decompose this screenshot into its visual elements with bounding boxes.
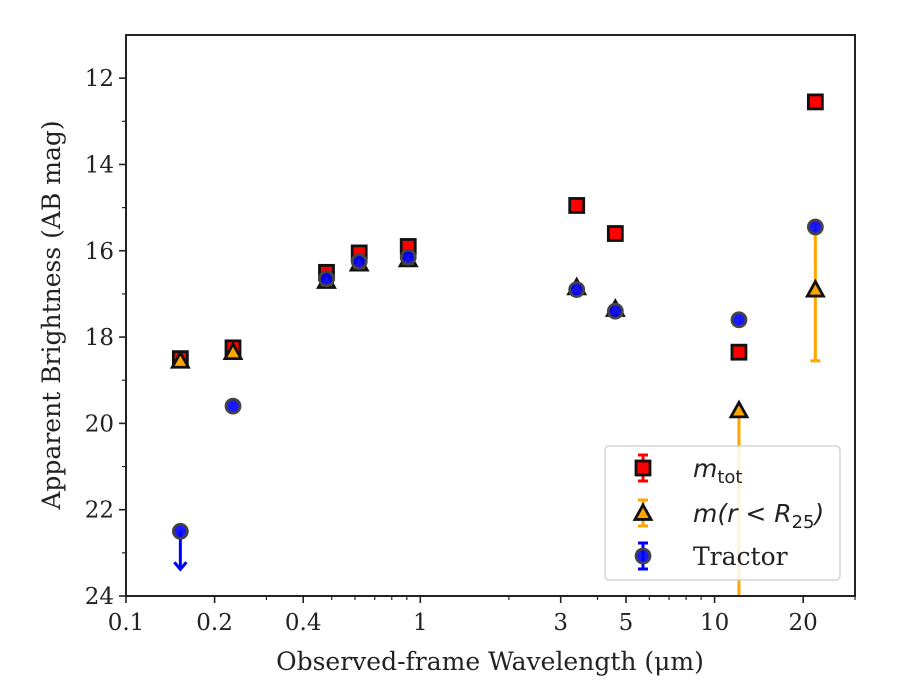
y-tick-label: 18: [85, 325, 114, 351]
x-tick-label: 0.2: [196, 610, 233, 636]
x-tick-label: 10: [700, 610, 729, 636]
data-point-square: [568, 197, 586, 214]
data-point-circle: [171, 522, 189, 540]
y-tick-label: 22: [85, 498, 114, 524]
data-point-triangle: [728, 399, 750, 419]
data-point-circle: [806, 218, 824, 236]
legend-marker-square: [634, 459, 652, 477]
y-tick-label: 24: [85, 584, 114, 610]
data-point-circle: [730, 311, 748, 329]
x-tick-label: 5: [619, 610, 634, 636]
legend-box: [604, 445, 841, 581]
data-point-triangle: [222, 341, 244, 361]
data-point-square: [806, 93, 824, 111]
legend-label-subscript: tot: [717, 467, 742, 488]
legend-label-main: m: [693, 454, 717, 483]
x-tick-label: 0.4: [285, 610, 322, 636]
legend-label-subscript: 25: [792, 512, 815, 533]
legend-label: m(r < R25): [693, 499, 824, 533]
data-point-circle: [318, 270, 335, 288]
y-axis-ticks: 12 14 16 18 20 22 24: [85, 66, 126, 610]
legend-label-tail: ): [813, 499, 825, 528]
legend-label: mtot: [693, 454, 743, 488]
legend-label-main: m(r < R: [693, 499, 792, 528]
data-point-circle: [399, 248, 417, 266]
data-point-square: [606, 225, 624, 242]
y-tick-label: 16: [85, 239, 114, 265]
legend: mtot m(r < R25) Tractor: [604, 445, 841, 581]
series-layer: [169, 93, 826, 596]
legend-label: Tractor: [693, 542, 788, 571]
upper-limit-arrow: [173, 561, 188, 572]
x-axis-label: Observed-frame Wavelength (μm): [276, 647, 704, 676]
data-point-triangle: [804, 278, 826, 298]
y-tick-label: 20: [85, 411, 114, 437]
x-tick-label: 20: [789, 610, 818, 636]
x-axis-ticks: 0.1 0.2 0.4 1 3 5 10 20: [108, 596, 856, 636]
legend-marker-triangle: [632, 502, 654, 521]
data-point-circle: [606, 302, 624, 320]
data-point-circle: [224, 397, 242, 415]
y-tick-label: 14: [85, 152, 114, 178]
data-point-square: [730, 343, 748, 361]
y-axis-label: Apparent Brightness (AB mag): [37, 120, 66, 510]
x-tick-label: 3: [553, 610, 568, 636]
x-tick-label: 0.1: [108, 610, 145, 636]
data-point-circle: [568, 281, 586, 299]
series-square: [171, 93, 824, 368]
plot-frame: [125, 34, 856, 597]
y-tick-label: 12: [85, 66, 114, 92]
data-point-triangle: [169, 349, 191, 369]
legend-marker-circle: [634, 547, 652, 565]
series-circle: [171, 218, 824, 572]
x-tick-label: 1: [413, 610, 428, 636]
data-point-circle: [350, 253, 368, 270]
